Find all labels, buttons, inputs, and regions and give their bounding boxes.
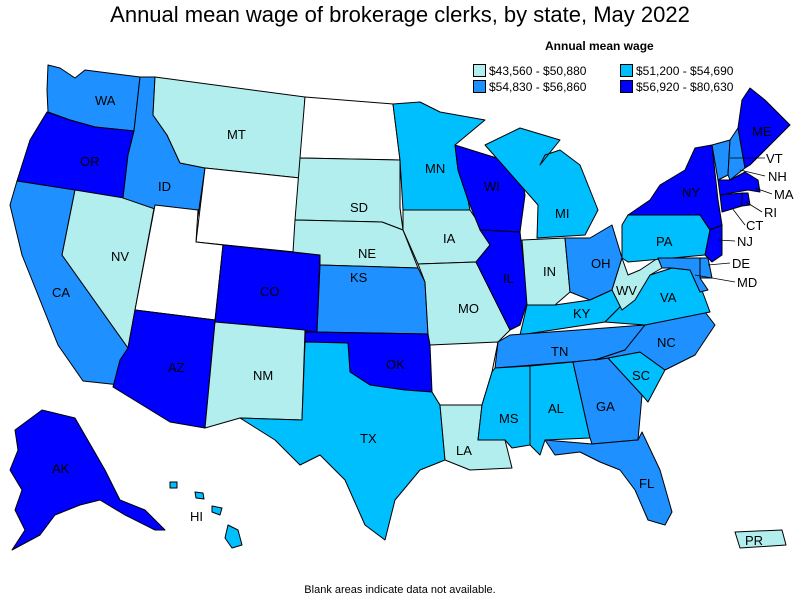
legend-label-1: $43,560 - $50,880 bbox=[489, 64, 587, 78]
label-md: MD bbox=[737, 275, 757, 290]
legend-item-3: $54,830 - $56,860 bbox=[473, 80, 586, 94]
label-al: AL bbox=[548, 401, 564, 416]
label-tx: TX bbox=[360, 431, 377, 446]
label-ny: NY bbox=[682, 185, 700, 200]
state-ak[interactable] bbox=[9, 409, 166, 551]
state-mi[interactable] bbox=[484, 127, 599, 239]
legend-item-4: $56,920 - $80,630 bbox=[620, 80, 733, 94]
legend-item-1: $43,560 - $50,880 bbox=[473, 64, 586, 78]
label-co: CO bbox=[260, 284, 280, 299]
legend-swatch-1 bbox=[473, 64, 486, 77]
label-ak: AK bbox=[52, 461, 70, 476]
label-az: AZ bbox=[168, 360, 185, 375]
label-sc: SC bbox=[632, 368, 650, 383]
label-nj: NJ bbox=[737, 234, 753, 249]
legend-item-2: $51,200 - $54,690 bbox=[620, 64, 733, 78]
state-md[interactable] bbox=[657, 257, 709, 293]
label-me: ME bbox=[752, 124, 772, 139]
state-nc[interactable] bbox=[594, 311, 716, 371]
label-ga: GA bbox=[596, 399, 615, 414]
legend-title: Annual mean wage bbox=[545, 39, 654, 53]
label-va: VA bbox=[660, 290, 677, 305]
label-hi: HI bbox=[190, 509, 203, 524]
label-pa: PA bbox=[656, 234, 673, 249]
label-wv: WV bbox=[616, 283, 637, 298]
leader-ma bbox=[754, 187, 773, 195]
state-wy[interactable] bbox=[195, 167, 301, 253]
state-labels: WA OR CA NV ID MT AZ CO NM KS OK TX SD N… bbox=[52, 93, 794, 548]
label-nc: NC bbox=[657, 335, 676, 350]
label-ky: KY bbox=[573, 306, 591, 321]
state-sd[interactable] bbox=[294, 157, 404, 231]
leader-nj bbox=[717, 239, 736, 242]
state-fl[interactable] bbox=[544, 431, 673, 526]
state-nh[interactable] bbox=[727, 127, 746, 181]
state-me[interactable] bbox=[737, 87, 791, 169]
label-pr: PR bbox=[745, 533, 763, 548]
state-ks[interactable] bbox=[316, 264, 429, 335]
label-nv: NV bbox=[111, 249, 129, 264]
label-mo: MO bbox=[458, 301, 479, 316]
legend-label-2: $51,200 - $54,690 bbox=[636, 64, 734, 78]
label-id: ID bbox=[158, 179, 171, 194]
leader-ri bbox=[745, 201, 763, 213]
legend-label-4: $56,920 - $80,630 bbox=[636, 80, 734, 94]
label-vt: VT bbox=[766, 151, 783, 166]
label-fl: FL bbox=[639, 476, 654, 491]
label-ri: RI bbox=[764, 205, 777, 220]
state-ct[interactable] bbox=[719, 192, 743, 213]
leader-nh bbox=[739, 169, 766, 177]
label-ct: CT bbox=[746, 218, 763, 233]
label-mi: MI bbox=[555, 206, 569, 221]
label-ia: IA bbox=[443, 231, 456, 246]
label-sd: SD bbox=[350, 200, 368, 215]
legend-swatch-4 bbox=[620, 80, 633, 93]
label-oh: OH bbox=[591, 256, 611, 271]
label-nh: NH bbox=[768, 169, 787, 184]
label-ne: NE bbox=[358, 246, 376, 261]
label-ms: MS bbox=[499, 411, 519, 426]
state-de[interactable] bbox=[699, 257, 713, 279]
leader-ct bbox=[731, 207, 746, 226]
state-hi-oahu[interactable] bbox=[194, 491, 205, 500]
leader-de bbox=[707, 262, 731, 266]
state-hi-kauai[interactable] bbox=[169, 481, 178, 489]
legend-swatch-3 bbox=[473, 80, 486, 93]
state-nd[interactable] bbox=[299, 96, 401, 161]
label-tn: TN bbox=[551, 344, 568, 359]
state-hi-maui[interactable] bbox=[211, 505, 223, 516]
label-la: LA bbox=[456, 443, 472, 458]
label-ok: OK bbox=[386, 357, 405, 372]
state-pr[interactable] bbox=[734, 529, 787, 549]
state-hi[interactable] bbox=[224, 524, 243, 549]
label-nm: NM bbox=[253, 368, 273, 383]
state-in[interactable] bbox=[521, 237, 571, 306]
label-wi: WI bbox=[484, 179, 500, 194]
footnote: Blank areas indicate data not available. bbox=[304, 584, 496, 596]
map-title: Annual mean wage of brokerage clerks, by… bbox=[110, 2, 690, 27]
label-mt: MT bbox=[227, 127, 246, 142]
label-or: OR bbox=[80, 154, 100, 169]
legend-label-3: $54,830 - $56,860 bbox=[489, 80, 587, 94]
state-nj[interactable] bbox=[704, 224, 723, 263]
state-tx[interactable] bbox=[239, 341, 446, 541]
label-il: IL bbox=[503, 271, 514, 286]
legend-swatch-2 bbox=[620, 64, 633, 77]
label-mn: MN bbox=[425, 161, 445, 176]
label-ks: KS bbox=[350, 270, 368, 285]
label-de: DE bbox=[732, 256, 750, 271]
state-ri[interactable] bbox=[741, 192, 751, 207]
label-ma: MA bbox=[774, 187, 794, 202]
leader-md bbox=[694, 274, 736, 283]
label-wa: WA bbox=[95, 93, 116, 108]
label-in: IN bbox=[543, 264, 556, 279]
label-ca: CA bbox=[52, 285, 70, 300]
